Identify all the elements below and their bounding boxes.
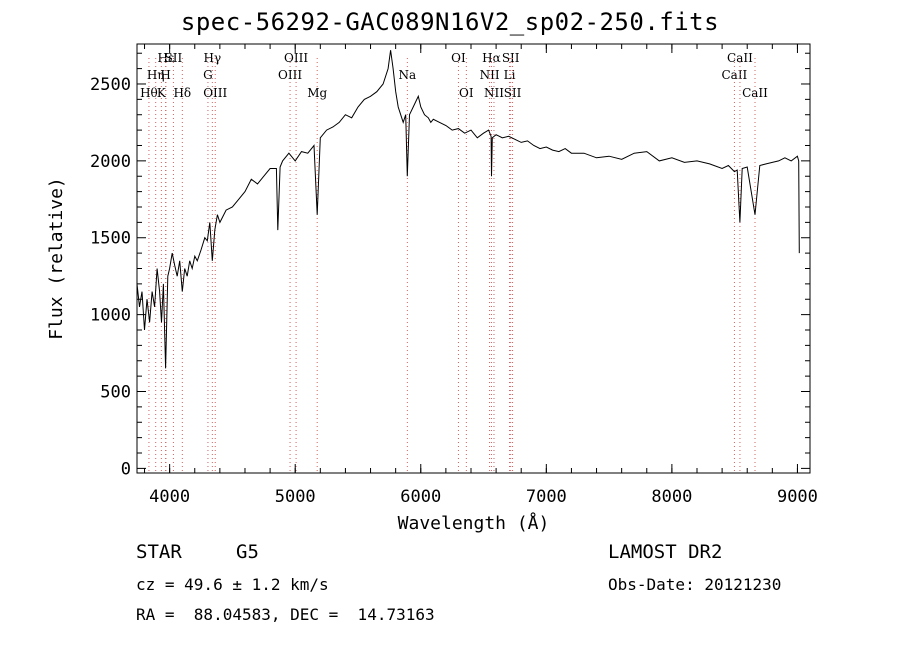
y-tick-label: 1500 (90, 229, 131, 249)
x-tick-label: 7000 (526, 487, 567, 507)
object-subclass: G5 (236, 541, 259, 563)
line-marker-label: SII (165, 51, 183, 65)
chart-title: spec-56292-GAC089N16V2_sp02-250.fits (180, 8, 720, 36)
object-class: STAR (136, 541, 182, 563)
line-marker-label: H (160, 68, 170, 82)
x-tick-label: 6000 (400, 487, 441, 507)
line-marker-label: Mg (307, 86, 327, 100)
line-marker-label: Hη (147, 68, 165, 82)
line-marker-label: K (157, 86, 167, 100)
line-marker-label: Li (504, 68, 516, 82)
y-tick-label: 0 (121, 459, 131, 479)
y-axis-label: Flux (relative) (46, 177, 67, 340)
survey-name: LAMOST DR2 (608, 541, 723, 563)
obs-date-text: Obs-Date: 20121230 (608, 575, 782, 594)
x-axis-label: Wavelength (Å) (398, 512, 550, 534)
line-marker-label: SII (504, 86, 522, 100)
y-tick-label: 500 (100, 383, 131, 403)
line-marker-label: OIII (203, 86, 227, 100)
x-tick-label: 8000 (651, 487, 692, 507)
line-marker-label: OI (459, 86, 474, 100)
line-marker-label: Hθ (140, 86, 158, 100)
line-marker-label: OI (451, 51, 466, 65)
line-marker-label: NII (480, 68, 500, 82)
line-marker-label: OIII (284, 51, 308, 65)
x-tick-label: 9000 (777, 487, 818, 507)
coordinates-text: RA = 88.04583, DEC = 14.73163 (136, 605, 435, 624)
plot-frame (136, 43, 811, 474)
line-marker-label: SII (502, 51, 520, 65)
y-tick-label: 2000 (90, 152, 131, 172)
x-tick-label: 4000 (149, 487, 190, 507)
line-marker-label: Hδ (173, 86, 191, 100)
redshift-text: cz = 49.6 ± 1.2 km/s (136, 575, 329, 594)
y-axis-ticks: 0 500 1000 1500 2000 2500 (90, 52, 810, 479)
line-marker-label: Hγ (204, 51, 222, 65)
x-axis-ticks: 4000 5000 6000 7000 8000 9000 (144, 44, 818, 507)
line-marker-label: CaII (727, 51, 753, 65)
y-tick-label: 2500 (90, 75, 131, 95)
spectral-line-markers: HθHηKHεHSIIHδGHγOIIIOIIIOIIIMgNaOIOINIIH… (140, 51, 768, 473)
line-marker-label: Na (399, 68, 417, 82)
line-marker-label: CaII (742, 86, 768, 100)
line-marker-label: Hα (482, 51, 501, 65)
line-marker-label: G (203, 68, 213, 82)
spectrum-line (136, 50, 800, 369)
y-tick-label: 1000 (90, 306, 131, 326)
line-marker-label: NII (484, 86, 504, 100)
x-tick-label: 5000 (275, 487, 316, 507)
line-marker-label: OIII (278, 68, 302, 82)
line-marker-label: CaII (721, 68, 747, 82)
